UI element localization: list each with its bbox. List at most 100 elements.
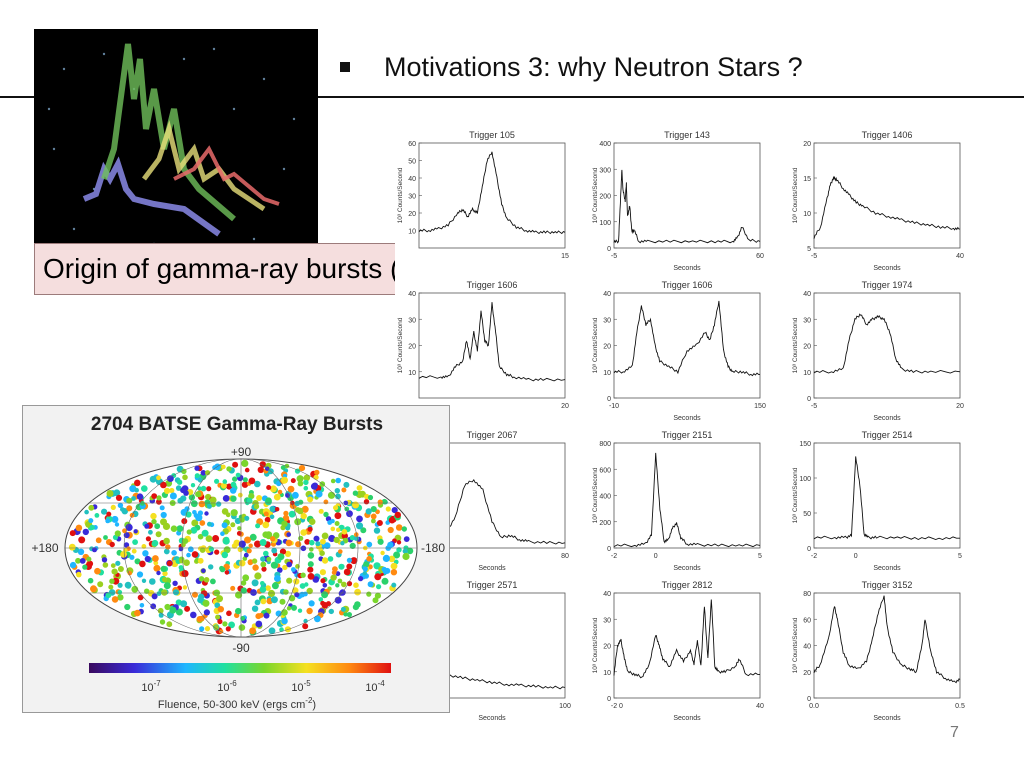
panel-title: Trigger 2812 bbox=[662, 580, 713, 590]
burst-dot bbox=[217, 618, 223, 625]
burst-dot bbox=[335, 583, 340, 588]
burst-dot bbox=[151, 593, 158, 600]
x-tick-label: -2 bbox=[611, 553, 617, 560]
burst-dot bbox=[259, 539, 267, 546]
burst-dot bbox=[230, 487, 237, 494]
burst-dot bbox=[235, 607, 242, 615]
burst-dot bbox=[134, 479, 141, 487]
burst-dot bbox=[321, 591, 329, 599]
burst-dot bbox=[139, 603, 145, 608]
burst-dot bbox=[249, 533, 257, 541]
burst-dot bbox=[259, 586, 267, 593]
burst-dot bbox=[281, 617, 288, 625]
burst-dot bbox=[111, 515, 119, 523]
burst-dot bbox=[299, 583, 306, 589]
bullet-square-icon bbox=[340, 62, 350, 72]
x-tick-label: 80 bbox=[561, 553, 569, 560]
burst-dot bbox=[155, 531, 162, 538]
burst-dot bbox=[318, 597, 324, 602]
burst-dot bbox=[319, 569, 326, 576]
burst-dot bbox=[343, 481, 350, 488]
burst-dot bbox=[277, 489, 283, 495]
burst-dot bbox=[300, 512, 307, 520]
burst-dot bbox=[114, 530, 121, 537]
y-tick-label: 10 bbox=[408, 229, 416, 236]
burst-dot bbox=[346, 563, 353, 570]
burst-dot bbox=[144, 523, 150, 529]
lightcurve-panel-2: Trigger 143 400 300 200 100 0-5 60 Seconds 10³ C… bbox=[590, 128, 770, 278]
burst-dot bbox=[331, 570, 337, 575]
burst-dot bbox=[109, 578, 115, 584]
burst-dot bbox=[197, 557, 204, 564]
burst-dot bbox=[159, 619, 166, 625]
y-axis-label: 10³ Counts/Second bbox=[397, 317, 404, 373]
burst-dot bbox=[257, 466, 264, 473]
burst-dot bbox=[271, 547, 278, 554]
burst-dot bbox=[373, 562, 381, 570]
burst-dot bbox=[306, 607, 313, 615]
burst-dot bbox=[205, 535, 213, 542]
burst-dot bbox=[313, 474, 319, 480]
burst-dot bbox=[402, 548, 408, 554]
burst-dot bbox=[90, 585, 97, 593]
x-axis-label: Seconds bbox=[873, 415, 901, 422]
y-tick-label: 50 bbox=[408, 159, 416, 166]
x-tick-label: 20 bbox=[956, 403, 964, 410]
burst-dot bbox=[248, 477, 256, 485]
burst-dot bbox=[371, 518, 376, 524]
burst-dot bbox=[341, 487, 347, 493]
burst-dot bbox=[338, 563, 345, 570]
burst-dot bbox=[353, 582, 359, 588]
burst-dot bbox=[355, 522, 364, 530]
burst-dot bbox=[180, 600, 188, 608]
burst-dot bbox=[126, 497, 133, 504]
burst-dot bbox=[310, 483, 318, 490]
burst-dot bbox=[181, 468, 187, 474]
burst-dot bbox=[366, 556, 372, 562]
burst-dot bbox=[224, 570, 230, 575]
burst-dot bbox=[330, 518, 335, 524]
y-tick-label: 30 bbox=[803, 317, 811, 324]
burst-dot bbox=[244, 536, 251, 544]
y-tick-label: 20 bbox=[603, 344, 611, 351]
burst-dot bbox=[215, 614, 221, 620]
burst-dot bbox=[303, 474, 311, 482]
lightcurve-panel-12: Trigger 3152 80 60 40 20 00.0 0.5 Seconds 10³ Co… bbox=[790, 578, 970, 728]
x-axis-label: Seconds bbox=[873, 715, 901, 722]
burst-dot bbox=[160, 565, 167, 572]
burst-dot bbox=[82, 564, 88, 570]
burst-dot bbox=[334, 488, 340, 494]
burst-dot bbox=[220, 482, 227, 489]
burst-dot bbox=[175, 608, 183, 616]
burst-dot bbox=[226, 466, 232, 472]
y-tick-label: 20 bbox=[803, 670, 811, 677]
burst-dot bbox=[188, 494, 196, 501]
burst-dot bbox=[232, 461, 239, 468]
burst-dot bbox=[94, 567, 101, 575]
burst-dot bbox=[294, 592, 300, 598]
x-tick-label: 0 bbox=[654, 553, 658, 560]
burst-dot bbox=[152, 555, 159, 562]
burst-dot bbox=[249, 627, 256, 635]
burst-dot bbox=[254, 540, 261, 548]
burst-dot bbox=[200, 485, 207, 492]
burst-dot bbox=[157, 607, 164, 614]
y-tick-label: 10 bbox=[603, 670, 611, 677]
burst-dot bbox=[282, 514, 290, 522]
burst-dot bbox=[307, 496, 314, 503]
burst-dot bbox=[382, 554, 390, 562]
burst-dot bbox=[349, 535, 356, 541]
y-tick-label: 100 bbox=[599, 220, 611, 227]
burst-dot bbox=[230, 481, 237, 488]
burst-dot bbox=[163, 582, 171, 590]
burst-dot bbox=[149, 475, 157, 483]
burst-dot bbox=[186, 529, 192, 535]
burst-dot bbox=[199, 626, 205, 632]
burst-dot bbox=[303, 591, 308, 597]
grb-lightcurve-3d-image bbox=[34, 29, 318, 257]
burst-dot bbox=[190, 483, 196, 488]
burst-dot bbox=[265, 497, 272, 504]
burst-dot bbox=[160, 481, 167, 489]
burst-dot bbox=[314, 469, 320, 476]
